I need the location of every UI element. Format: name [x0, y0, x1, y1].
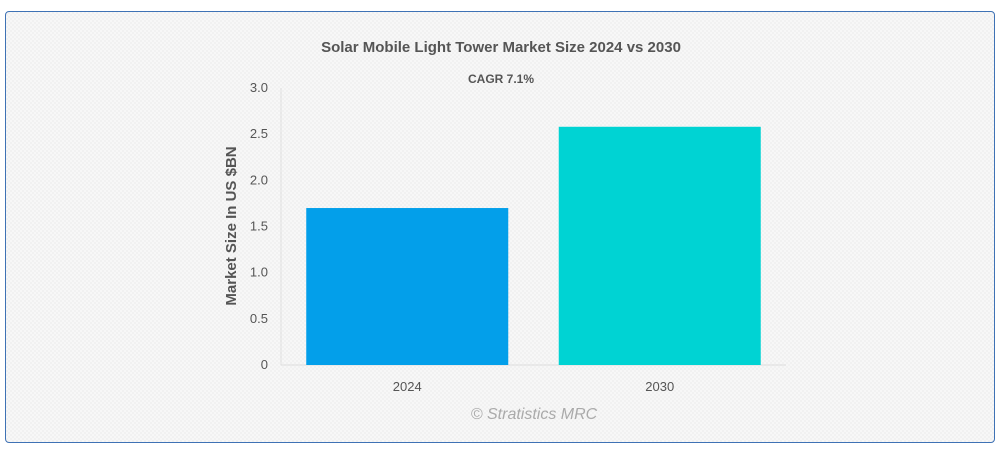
- bar-2024: [306, 208, 509, 365]
- y-tick-label: 0: [261, 357, 268, 372]
- chart-subtitle: CAGR 7.1%: [468, 72, 534, 86]
- bars: [306, 126, 761, 365]
- x-tick-label: 2024: [393, 379, 422, 394]
- y-axis-label: Market Size In US $BN: [223, 146, 240, 305]
- y-tick-label: 2.0: [250, 172, 268, 187]
- y-axis-ticks: 0 0.5 1.0 1.5 2.0 2.5 3.0: [250, 80, 268, 372]
- y-tick-label: 1.0: [250, 265, 268, 280]
- bar-2030: [558, 126, 761, 365]
- credit-watermark: © Stratistics MRC: [471, 406, 598, 423]
- y-tick-label: 2.5: [250, 126, 268, 141]
- x-tick-label: 2030: [645, 379, 674, 394]
- x-axis-ticks: 2024 2030: [393, 379, 674, 394]
- y-tick-label: 3.0: [250, 80, 268, 95]
- y-tick-label: 0.5: [250, 311, 268, 326]
- y-tick-label: 1.5: [250, 219, 268, 234]
- chart-title: Solar Mobile Light Tower Market Size 202…: [321, 39, 681, 56]
